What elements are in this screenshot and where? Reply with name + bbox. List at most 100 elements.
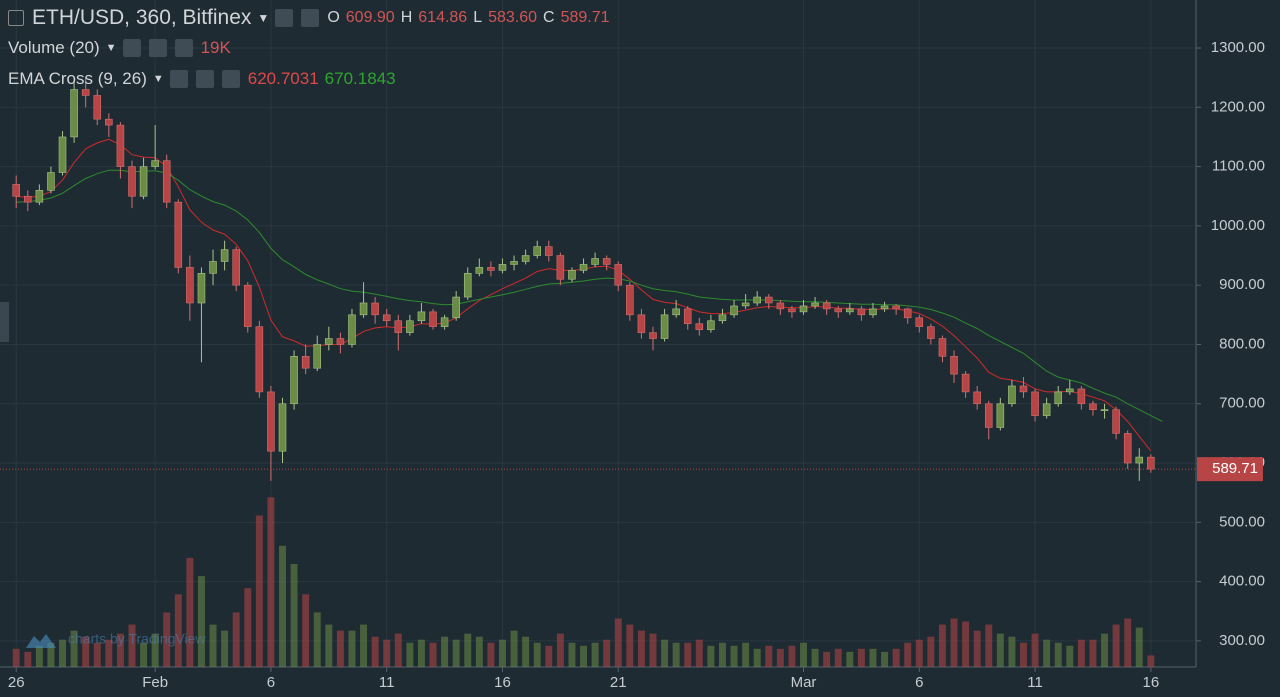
volume-bar bbox=[197, 576, 205, 667]
candle-body bbox=[660, 314, 669, 339]
candle-body bbox=[197, 273, 206, 304]
candle-body bbox=[267, 391, 275, 452]
volume-bar bbox=[59, 639, 66, 667]
close-icon[interactable] bbox=[174, 39, 193, 57]
volume-bar bbox=[1020, 642, 1027, 667]
settings-icon[interactable] bbox=[195, 70, 214, 88]
volume-bar bbox=[186, 557, 194, 667]
candle-body bbox=[220, 249, 229, 262]
volume-bar bbox=[973, 630, 981, 667]
candle-body bbox=[232, 249, 240, 286]
volume-bar bbox=[417, 639, 425, 667]
volume-bar bbox=[881, 651, 889, 667]
volume-bar bbox=[452, 639, 460, 667]
candle-body bbox=[1100, 409, 1109, 411]
candle-body bbox=[579, 264, 588, 271]
volume-bar bbox=[661, 639, 669, 667]
volume-title[interactable]: Volume (20) bbox=[8, 38, 100, 57]
candle-body bbox=[1089, 403, 1097, 410]
candle-body bbox=[950, 356, 958, 375]
candle-body bbox=[672, 308, 680, 316]
candle-body bbox=[1077, 388, 1086, 405]
candle-body bbox=[406, 320, 414, 333]
candle-body bbox=[984, 403, 993, 428]
volume-bar bbox=[800, 642, 807, 667]
x-tick-label: 11 bbox=[379, 674, 395, 691]
dropdown-caret[interactable]: ▼ bbox=[152, 73, 164, 85]
ohlc-value: 609.90 bbox=[345, 9, 395, 26]
volume-bar bbox=[325, 624, 333, 667]
eye-icon[interactable] bbox=[122, 39, 141, 57]
volume-bar bbox=[730, 645, 738, 667]
dropdown-caret[interactable]: ▼ bbox=[257, 11, 270, 25]
y-tick-label: 800.00 bbox=[1219, 335, 1265, 352]
volume-bar bbox=[1043, 639, 1051, 667]
candle-body bbox=[510, 261, 518, 265]
watermark-text: charts by TradingView bbox=[68, 631, 206, 647]
candle-body bbox=[174, 201, 183, 268]
y-tick-label: 1200.00 bbox=[1211, 98, 1265, 115]
y-tick-label: 500.00 bbox=[1219, 513, 1265, 530]
collapse-icon[interactable] bbox=[8, 10, 24, 26]
volume-bar bbox=[151, 633, 159, 667]
candle-body bbox=[382, 314, 391, 322]
volume-bar bbox=[70, 630, 78, 667]
candle-body bbox=[243, 284, 252, 327]
x-tick-label: Mar bbox=[791, 674, 817, 691]
candle-body bbox=[637, 314, 646, 333]
price-axis-bg bbox=[1196, 0, 1280, 697]
candle-body bbox=[1147, 456, 1155, 470]
candle-body bbox=[961, 373, 970, 393]
volume-bar bbox=[35, 645, 43, 667]
ema-title[interactable]: EMA Cross (9, 26) bbox=[8, 69, 147, 88]
candle-body bbox=[313, 344, 322, 369]
volume-bar bbox=[221, 630, 229, 667]
volume-bar bbox=[568, 642, 576, 667]
volume-bar bbox=[1135, 627, 1143, 667]
watermark-icon bbox=[26, 634, 56, 648]
close-icon[interactable] bbox=[221, 70, 240, 88]
volume-bar bbox=[996, 633, 1004, 667]
candle-body bbox=[718, 314, 727, 322]
volume-bar bbox=[684, 642, 692, 667]
volume-bar bbox=[985, 624, 993, 667]
eye-icon[interactable] bbox=[169, 70, 188, 88]
volume-bar bbox=[927, 636, 935, 667]
volume-bar bbox=[475, 636, 483, 667]
candle-body bbox=[1135, 456, 1144, 464]
volume-bar bbox=[846, 651, 854, 667]
candle-body bbox=[128, 166, 136, 197]
candle-body bbox=[139, 166, 148, 197]
volume-bar bbox=[788, 645, 796, 667]
volume-bar bbox=[267, 497, 275, 667]
settings-icon[interactable] bbox=[301, 9, 320, 27]
ema-line bbox=[16, 169, 1163, 422]
candle-body bbox=[996, 403, 1005, 428]
side-handle[interactable] bbox=[0, 302, 9, 342]
candle-body bbox=[799, 305, 808, 313]
candle-body bbox=[186, 267, 194, 304]
eye-icon[interactable] bbox=[275, 9, 294, 27]
candle-body bbox=[811, 302, 819, 307]
candle-body bbox=[695, 323, 704, 330]
candle-body bbox=[81, 89, 90, 96]
ohlc-label: C bbox=[543, 9, 555, 26]
volume-bar bbox=[614, 618, 622, 667]
y-tick-label: 700.00 bbox=[1219, 395, 1265, 412]
volume-bar bbox=[533, 642, 541, 667]
candle-body bbox=[788, 308, 796, 313]
candle-body bbox=[626, 284, 634, 316]
settings-icon[interactable] bbox=[148, 39, 167, 57]
volume-bar bbox=[105, 639, 113, 667]
volume-bar bbox=[1089, 639, 1097, 667]
candle-body bbox=[649, 332, 657, 339]
volume-bar bbox=[1101, 633, 1109, 667]
volume-bar bbox=[1077, 639, 1085, 667]
volume-bar bbox=[603, 639, 611, 667]
symbol-title[interactable]: ETH/USD, 360, Bitfinex bbox=[32, 6, 252, 29]
candle-body bbox=[903, 308, 912, 319]
x-tick-label: 6 bbox=[267, 674, 275, 691]
y-tick-label: 900.00 bbox=[1219, 276, 1265, 293]
dropdown-caret[interactable]: ▼ bbox=[105, 42, 117, 54]
